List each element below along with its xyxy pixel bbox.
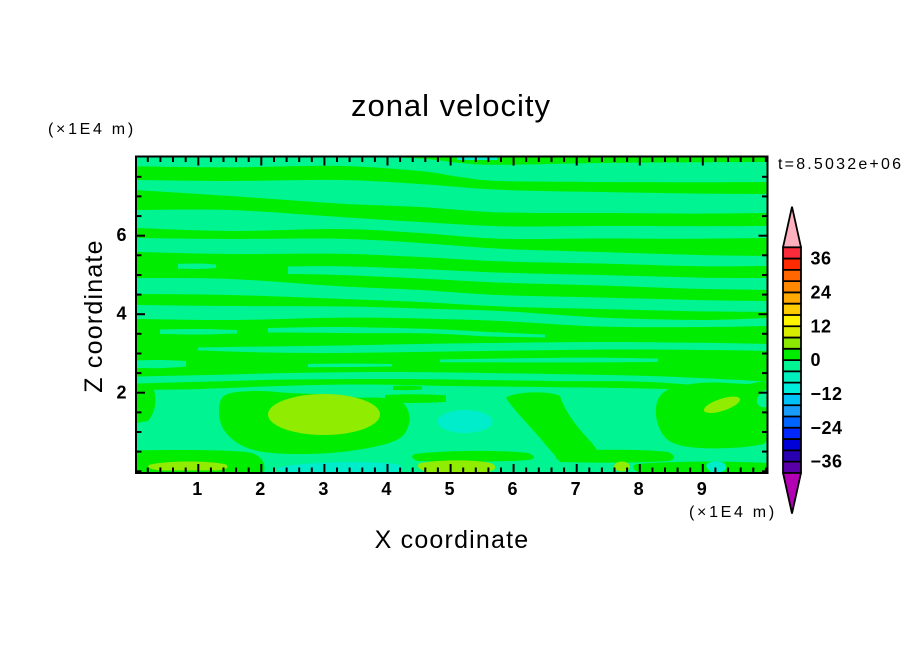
svg-text:6: 6 [508,479,518,499]
svg-text:t=8.5032e+06: t=8.5032e+06 [778,156,903,173]
svg-text:36: 36 [811,249,832,269]
svg-text:7: 7 [571,479,581,499]
svg-text:4: 4 [116,304,126,324]
svg-text:0: 0 [811,350,822,370]
svg-text:4: 4 [381,479,391,499]
svg-text:(×1E4 m): (×1E4 m) [689,504,777,521]
svg-text:(×1E4 m): (×1E4 m) [48,121,136,138]
svg-text:X coordinate: X coordinate [375,526,530,554]
svg-text:2: 2 [255,479,265,499]
svg-text:−36: −36 [811,452,843,472]
svg-text:Z coordinate: Z coordinate [80,239,108,392]
svg-text:−12: −12 [811,384,843,404]
svg-text:24: 24 [811,282,832,302]
svg-text:6: 6 [116,225,126,245]
svg-text:−24: −24 [811,418,843,438]
svg-text:5: 5 [444,479,454,499]
svg-text:2: 2 [116,382,126,402]
svg-text:8: 8 [634,479,644,499]
svg-text:zonal velocity: zonal velocity [351,88,551,123]
svg-text:12: 12 [811,316,832,336]
svg-text:3: 3 [318,479,328,499]
svg-text:1: 1 [192,479,202,499]
svg-text:9: 9 [697,479,707,499]
